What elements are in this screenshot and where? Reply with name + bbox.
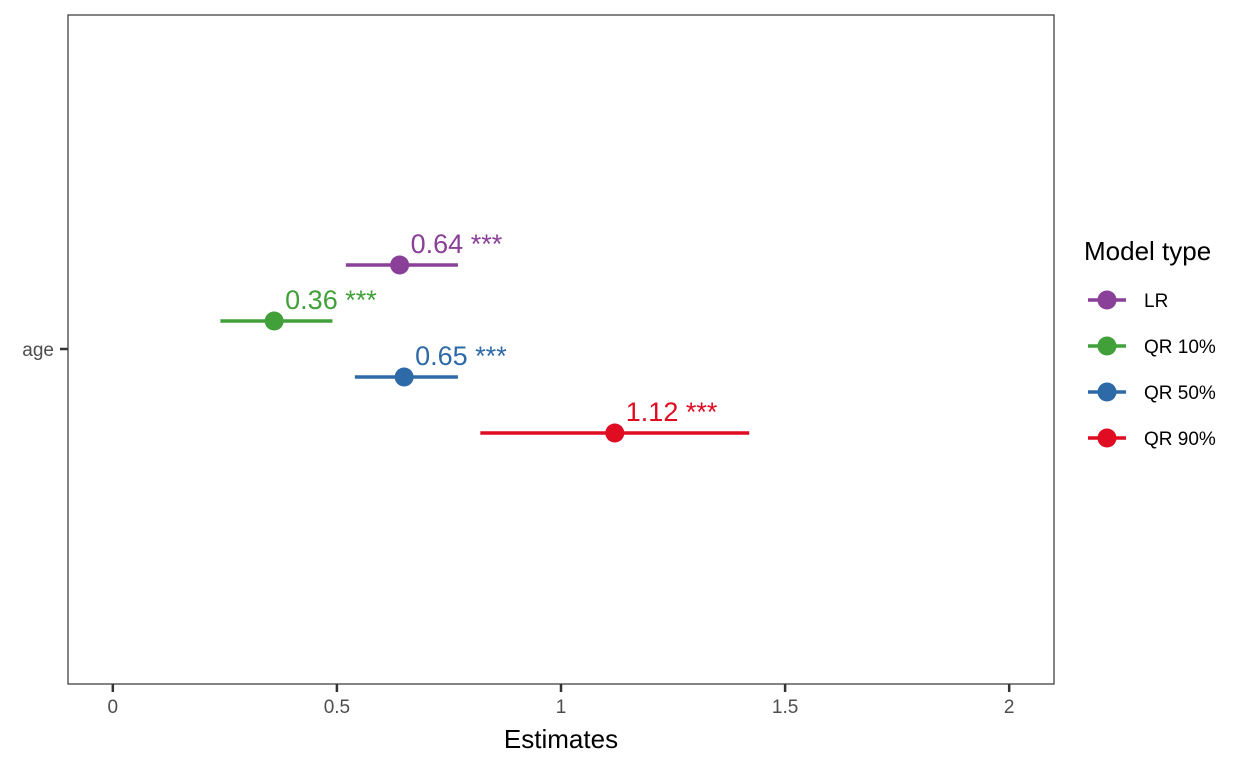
series-lr: 0.64 ***: [345, 229, 503, 275]
legend-item: QR 90%: [1088, 428, 1216, 450]
plot-panel: [67, 14, 1055, 685]
legend-label: QR 10%: [1144, 337, 1216, 358]
legend-items: LR QR 10% QR 50% QR 90%: [1088, 290, 1216, 450]
x-tick-label: 0: [108, 697, 119, 718]
estimate-point: [394, 367, 414, 387]
legend-title: Model type: [1084, 236, 1211, 266]
x-axis: 0 0.5 1 1.5 2: [108, 684, 1015, 718]
legend-label: LR: [1144, 291, 1168, 312]
legend-key-point: [1097, 290, 1117, 310]
y-axis: age: [22, 340, 68, 361]
legend-key-point: [1097, 382, 1117, 402]
legend-key-point: [1097, 336, 1117, 356]
legend-label: QR 50%: [1144, 383, 1216, 404]
estimate-point: [390, 255, 410, 275]
estimate-point: [264, 311, 284, 331]
x-tick-label: 1: [556, 697, 567, 718]
x-tick-label: 0.5: [324, 697, 350, 718]
legend-item: LR: [1088, 290, 1168, 312]
legend: Model type LR QR 10% QR 50% QR 90%: [1084, 236, 1216, 450]
legend-item: QR 10%: [1088, 336, 1216, 358]
series-qr-50-: 0.65 ***: [354, 341, 507, 387]
x-tick-label: 2: [1004, 697, 1015, 718]
estimate-label: 0.64 ***: [411, 229, 503, 259]
estimate-label: 0.36 ***: [285, 285, 377, 315]
legend-label: QR 90%: [1144, 429, 1216, 450]
estimate-label: 0.65 ***: [415, 341, 507, 371]
y-tick-label-age: age: [22, 340, 54, 361]
series-layer: 0.64 *** 0.36 *** 0.65 *** 1.12 ***: [220, 229, 750, 443]
series-qr-10-: 0.36 ***: [220, 285, 377, 331]
legend-item: QR 50%: [1088, 382, 1216, 404]
estimate-point: [605, 423, 625, 443]
legend-key-point: [1097, 428, 1117, 448]
estimate-label: 1.12 ***: [626, 397, 718, 427]
x-axis-title: Estimates: [504, 724, 618, 754]
series-qr-90-: 1.12 ***: [480, 397, 750, 443]
x-tick-label: 1.5: [772, 697, 798, 718]
